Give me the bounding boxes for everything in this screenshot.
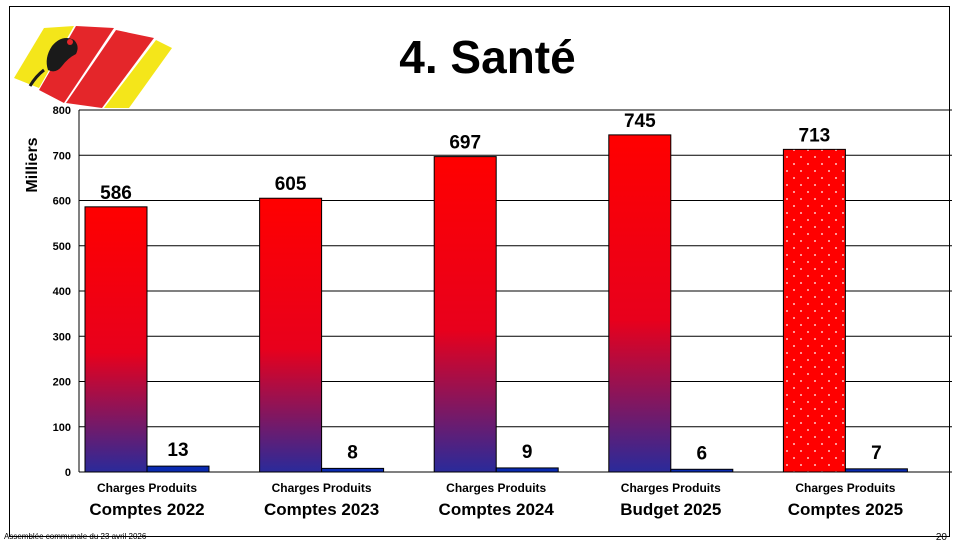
bar-charges bbox=[782, 148, 846, 473]
bar-charges bbox=[84, 206, 148, 473]
bar-produits bbox=[495, 467, 559, 473]
data-label-produits: 9 bbox=[522, 442, 533, 463]
x-category-label: Comptes 2025 bbox=[788, 500, 903, 519]
y-tick-label: 600 bbox=[53, 196, 71, 208]
data-label-produits: 8 bbox=[347, 442, 358, 463]
series-sub-label: Charges Produits bbox=[97, 481, 197, 495]
bar-charges bbox=[608, 134, 672, 473]
bar-produits bbox=[844, 468, 908, 473]
data-label-charges: 713 bbox=[799, 125, 831, 146]
y-tick-label: 700 bbox=[53, 150, 71, 162]
slide-title: 4. Santé bbox=[399, 31, 576, 83]
x-category-label: Budget 2025 bbox=[620, 500, 721, 519]
y-axis-label: Milliers bbox=[24, 137, 41, 192]
x-category-label: Comptes 2023 bbox=[264, 500, 379, 519]
bar-produits bbox=[321, 467, 385, 473]
bar-charges bbox=[259, 197, 323, 473]
y-tick-label: 400 bbox=[53, 286, 71, 298]
data-label-charges: 697 bbox=[449, 133, 481, 154]
data-label-produits: 7 bbox=[871, 443, 882, 464]
y-tick-label: 100 bbox=[53, 422, 71, 434]
y-tick-label: 200 bbox=[53, 377, 71, 389]
y-tick-label: 300 bbox=[53, 331, 71, 343]
series-sub-label: Charges Produits bbox=[795, 481, 895, 495]
footer-text: Assemblée communale du 23 avril 2026 bbox=[4, 532, 147, 541]
y-tick-label: 0 bbox=[65, 467, 71, 479]
x-category-label: Comptes 2024 bbox=[439, 500, 555, 519]
series-sub-label: Charges Produits bbox=[446, 481, 546, 495]
bar-charges bbox=[433, 156, 497, 473]
data-label-charges: 586 bbox=[100, 183, 132, 204]
page-number: 20 bbox=[935, 532, 947, 543]
data-label-charges: 605 bbox=[275, 174, 307, 195]
series-sub-label: Charges Produits bbox=[272, 481, 372, 495]
bar-produits bbox=[670, 468, 734, 473]
y-tick-label: 500 bbox=[53, 241, 71, 253]
bar-produits bbox=[146, 465, 210, 473]
data-label-charges: 745 bbox=[624, 111, 656, 132]
y-tick-label: 800 bbox=[53, 105, 71, 117]
data-label-produits: 6 bbox=[697, 443, 708, 464]
municipal-coat-of-arms-icon bbox=[14, 26, 172, 108]
x-category-label: Comptes 2022 bbox=[89, 500, 204, 519]
series-sub-label: Charges Produits bbox=[621, 481, 721, 495]
data-label-produits: 13 bbox=[167, 440, 188, 461]
